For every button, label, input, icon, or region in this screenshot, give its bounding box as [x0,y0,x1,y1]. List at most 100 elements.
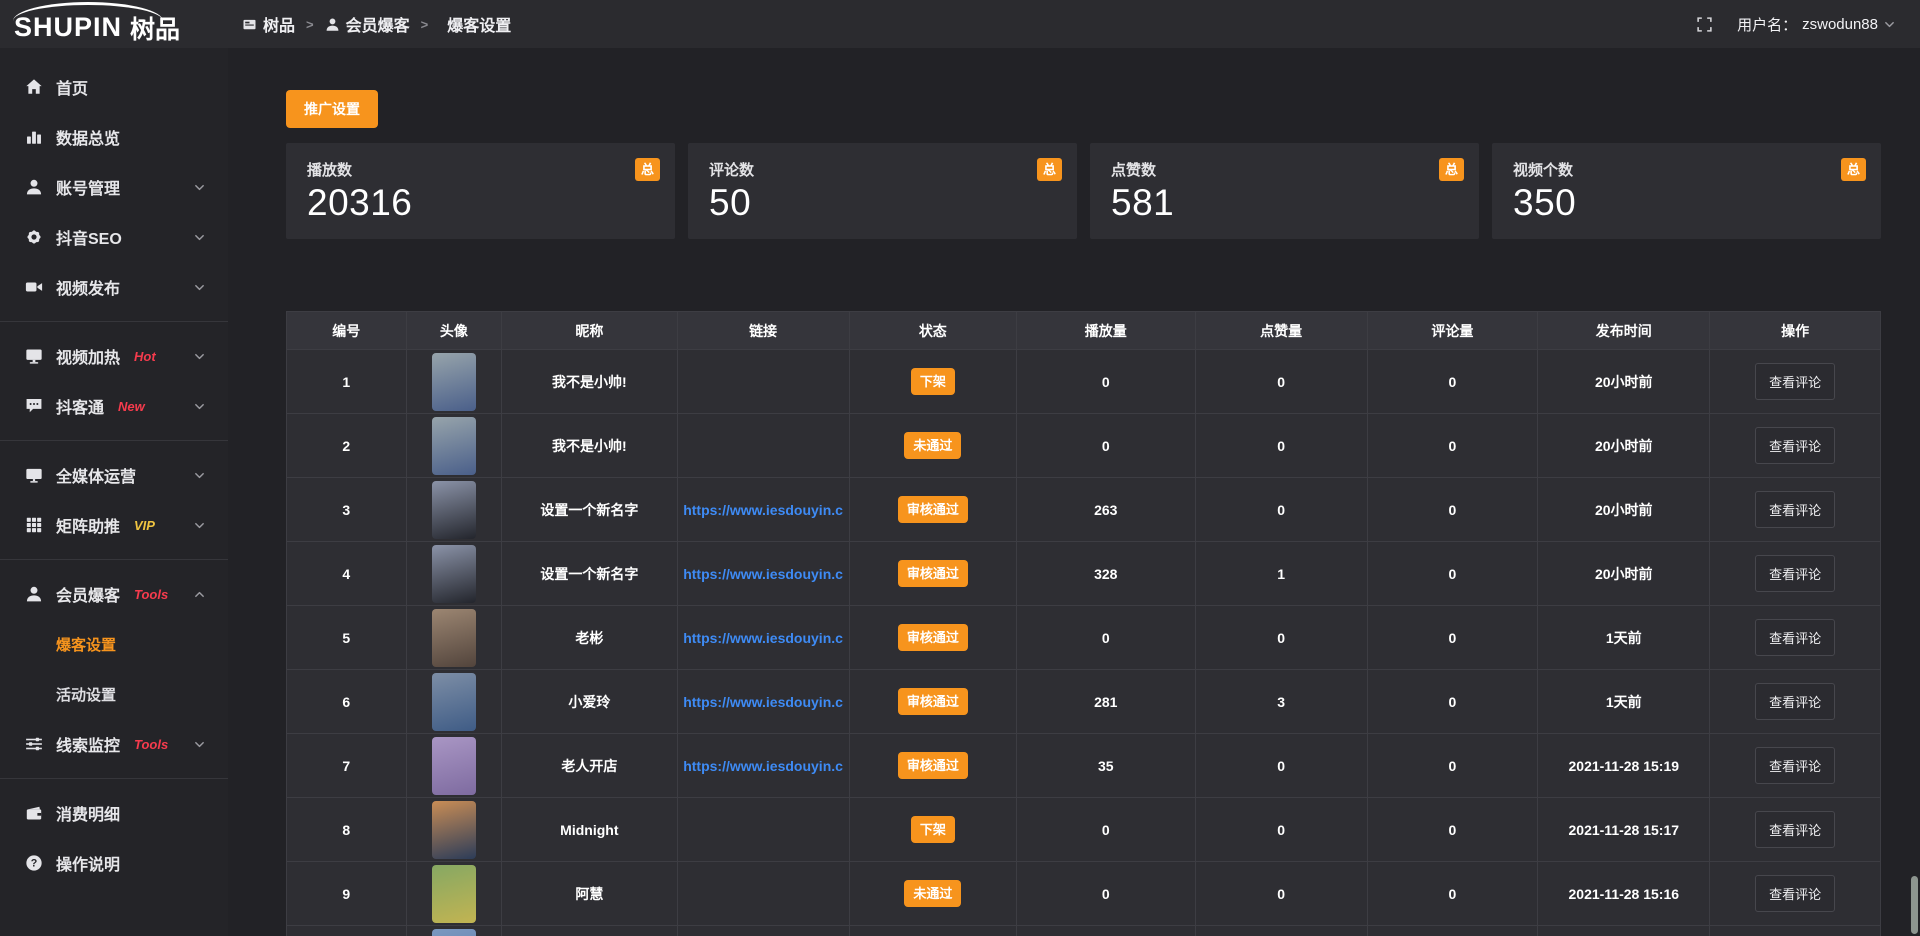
status-badge[interactable]: 审核通过 [897,496,968,523]
home-icon [25,78,43,96]
sidebar-item-label: 全媒体运营 [56,469,137,486]
cell-nickname: 设置一个新名字 [501,541,678,606]
sidebar-item-consume-detail[interactable]: 消费明细 [0,788,228,838]
view-comments-button[interactable]: 查看评论 [1755,747,1836,784]
cell-likes: 3 [1194,669,1368,734]
sidebar-item-label: 抖音SEO [56,231,122,248]
sidebar-item-clue-monitor[interactable]: 线索监控 Tools [0,719,228,769]
chevron-down-icon [193,231,206,244]
gear-icon [25,228,43,246]
user-icon [325,17,340,32]
status-badge[interactable]: 下架 [910,816,955,843]
grid-icon [25,516,43,534]
breadcrumb-item-root[interactable]: 树品 [242,12,295,36]
cell-action: 查看评论 [1709,413,1881,478]
member-icon [25,585,43,603]
column-header: 状态 [848,311,1018,350]
stat-card-total-badge: 总 [1036,158,1062,181]
status-badge[interactable]: 审核通过 [897,688,968,715]
chevron-down-icon [193,400,206,413]
view-comments-button[interactable]: 查看评论 [1755,491,1836,528]
promo-settings-button[interactable]: 推广设置 [286,90,378,128]
column-header: 播放量 [1016,311,1196,350]
sidebar-item-douketong[interactable]: 抖客通 New [0,381,228,431]
stat-card-3: 视频个数 350 总 [1492,143,1881,239]
video-link[interactable]: https://www.iesdouyin.c [683,629,843,646]
avatar [431,480,476,539]
breadcrumb: 树品 > 会员爆客 > 爆客设置 [242,12,511,36]
cell-time: 1天前 [1537,669,1711,734]
sidebar-item-label: 线索监控 [56,738,121,755]
stat-card-total-badge: 总 [1438,158,1464,181]
cell-likes: 0 [1194,413,1368,478]
breadcrumb-item-current[interactable]: 爆客设置 [447,12,511,36]
video-link[interactable]: https://www.iesdouyin.c [683,565,843,582]
view-comments-button[interactable]: 查看评论 [1755,683,1836,720]
cell-likes: 0 [1194,605,1368,670]
cell-link [676,797,850,862]
video-table: 编号 头像 昵称 链接 状态 播放量 点赞量 评论量 发布时间 操作 1 我不是小帅! 下架 0 0 0 20… [286,311,1881,936]
sidebar-item-badge: VIP [134,517,155,533]
cell-no: 8 [286,797,407,862]
status-badge[interactable]: 未通过 [904,432,962,459]
column-header: 点赞量 [1194,311,1368,350]
sidebar-item-label: 视频发布 [56,281,121,298]
video-link[interactable]: https://www.iesdouyin.c [683,693,843,710]
cell-plays: 281 [1016,669,1196,734]
user-menu[interactable]: 用户名： zswodun88 [1737,14,1896,35]
column-header: 操作 [1709,311,1881,350]
scrollbar-thumb[interactable] [1911,876,1918,934]
cell-comments: 0 [1366,349,1539,414]
cell-time: 1天前 [1537,605,1711,670]
sidebar-item-member-baoke[interactable]: 会员爆客 Tools [0,569,228,619]
cell-action: 查看评论 [1709,733,1881,798]
cell-comments: 0 [1366,413,1539,478]
cell-status: 审核通过 [848,605,1018,670]
cell-action: 查看评论 [1709,605,1881,670]
sidebar-item-baoke-settings[interactable]: 爆客设置 [0,619,228,669]
avatar [431,864,476,923]
sidebar-item-omni-media[interactable]: 全媒体运营 [0,450,228,500]
sidebar-item-video-publish[interactable]: 视频发布 [0,262,228,312]
status-badge[interactable]: 审核通过 [897,560,968,587]
sidebar-divider [0,321,228,322]
avatar [431,544,476,603]
stat-card-label: 播放数 [307,162,353,179]
view-comments-button[interactable]: 查看评论 [1755,555,1836,592]
sidebar-item-home[interactable]: 首页 [0,62,228,112]
cell-plays: 35 [1016,733,1196,798]
fullscreen-icon[interactable] [1696,16,1713,33]
table-body: 1 我不是小帅! 下架 0 0 0 20小时前 查看评论 2 我不是小帅! 未通过 0 0 0 20小时前查… [286,349,1881,936]
sidebar-item-label: 抖客通 [56,400,105,417]
sidebar-item-matrix-boost[interactable]: 矩阵助推 VIP [0,500,228,550]
status-badge[interactable]: 未通过 [904,880,962,907]
sidebar-item-label: 矩阵助推 [56,519,121,536]
view-comments-button[interactable]: 查看评论 [1755,363,1836,400]
view-comments-button[interactable]: 查看评论 [1755,875,1836,912]
view-comments-button[interactable]: 查看评论 [1755,427,1836,464]
sidebar-item-data-overview[interactable]: 数据总览 [0,112,228,162]
wallet-icon [25,804,43,822]
sidebar-item-video-heat[interactable]: 视频加热 Hot [0,331,228,381]
sidebar-item-account-manage[interactable]: 账号管理 [0,162,228,212]
topbar: SHUPIN 树品 树品 > 会员爆客 > 爆客设置 用户名： zswodun8… [0,0,1920,48]
cell-likes: 1 [1194,541,1368,606]
sidebar-item-activity-settings[interactable]: 活动设置 [0,669,228,719]
table-row: 4 设置一个新名字 https://www.iesdouyin.c 审核通过 328 1 0… [286,541,1881,606]
avatar [431,352,476,411]
status-badge[interactable]: 审核通过 [897,752,968,779]
breadcrumb-item-member[interactable]: 会员爆客 [325,12,410,36]
sidebar-item-operation-guide[interactable]: ? 操作说明 [0,838,228,888]
video-link[interactable]: https://www.iesdouyin.c [683,501,843,518]
video-link[interactable]: https://www.iesdouyin.c [683,757,843,774]
avatar [431,736,476,795]
breadcrumb-label: 会员爆客 [345,18,410,35]
status-badge[interactable]: 审核通过 [897,624,968,651]
app-logo: SHUPIN 树品 [0,0,228,48]
status-badge[interactable]: 下架 [910,368,955,395]
cell-likes: 0 [1194,349,1368,414]
sidebar-item-douyin-seo[interactable]: 抖音SEO [0,212,228,262]
view-comments-button[interactable]: 查看评论 [1755,811,1836,848]
cell-time: 2021-11-28 15:19 [1537,733,1711,798]
view-comments-button[interactable]: 查看评论 [1755,619,1836,656]
